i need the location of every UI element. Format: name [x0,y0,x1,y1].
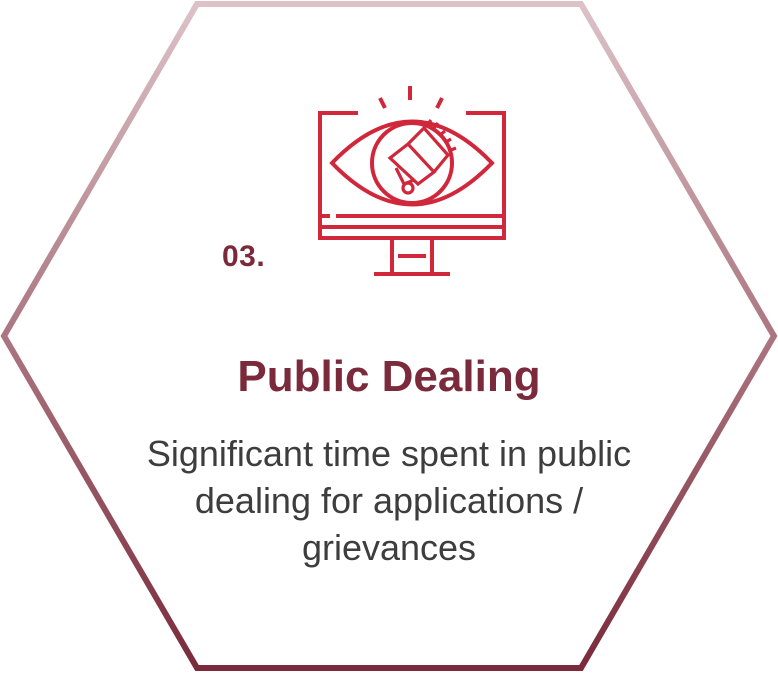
card-title: Public Dealing [237,352,541,401]
monitor-eye-megaphone-icon [310,80,515,280]
step-number: 03. [222,240,266,273]
card-description: Significant time spent in public dealing… [146,433,632,568]
